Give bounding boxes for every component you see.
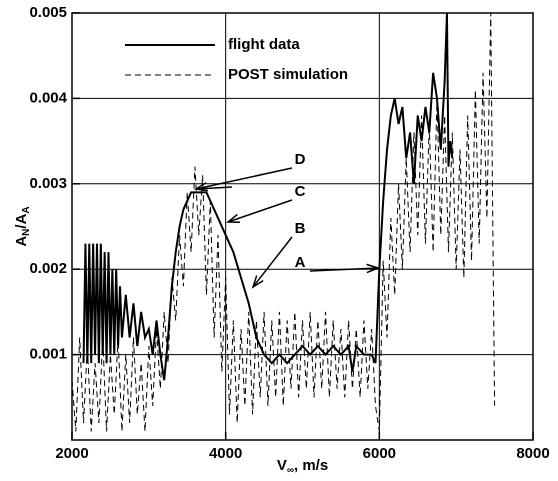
x-axis-label-part: , m/s [294,457,328,474]
series-line [82,13,454,381]
arrow-head [251,275,264,289]
x-tick-label: 6000 [363,445,396,462]
y-axis-label-part: A [13,236,30,247]
x-tick-label: 8000 [516,445,549,462]
x-tick-label: 4000 [209,445,242,462]
annotation-label: C [295,183,306,200]
y-axis-label-part: A [21,206,32,213]
labels: 2000 4000 6000 8000 0.001 0.002 0.003 0.004 0.00… [13,4,550,476]
y-tick-label: 0.003 [29,175,67,192]
x-tick-label: 2000 [55,445,88,462]
y-tick-label: 0.001 [29,346,67,363]
y-tick-label: 0.004 [29,89,67,106]
plot-area [72,13,496,432]
y-axis-label-part: N [21,229,32,236]
y-tick-label: 0.005 [29,4,67,21]
x-axis-label: V∞, m/s [277,457,328,476]
annotation-arrow [195,167,293,190]
series-line [72,13,496,432]
y-axis-label: AN/AA [13,206,32,246]
y-axis-label-part: /A [13,213,30,228]
x-axis-label-part: V [277,457,287,474]
annotation-arrow [227,199,293,223]
annotation-arrow [252,236,293,288]
annotation-leader [195,186,233,190]
annotation-label: D [295,151,306,168]
y-tick-label: 0.002 [29,260,67,277]
legend-label: flight data [228,36,300,53]
x-axis-label-part: ∞ [287,465,294,476]
annotation-label: A [295,254,306,271]
arrow-head [366,263,381,274]
annotation-arrow [309,267,379,272]
annotation-label: B [295,220,306,237]
plot-frame [71,12,534,441]
arrow-head [225,213,241,223]
legend-label: POST simulation [228,66,348,83]
